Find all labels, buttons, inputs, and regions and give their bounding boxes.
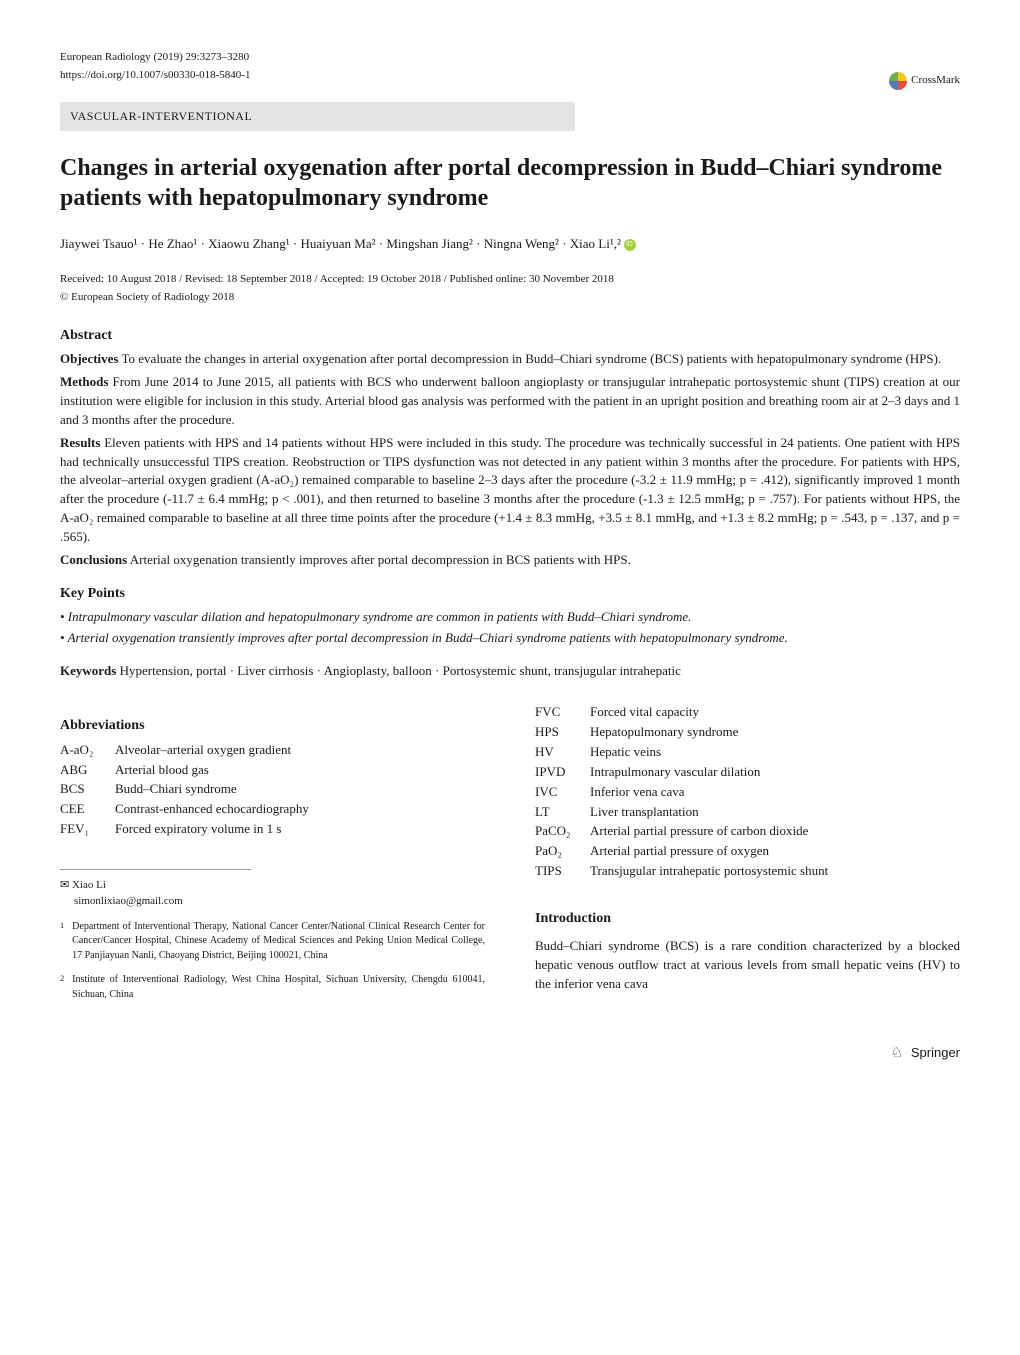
publisher-footer: ♘ Springer xyxy=(60,1042,960,1063)
orcid-icon[interactable] xyxy=(624,239,636,251)
article-title: Changes in arterial oxygenation after po… xyxy=(60,153,960,213)
abbrev-row: TIPSTransjugular intrahepatic portosyste… xyxy=(535,862,960,881)
abstract-heading: Abstract xyxy=(60,326,960,346)
abbreviations-heading: Abbreviations xyxy=(60,716,485,736)
corresp-email[interactable]: simonlixiao@gmail.com xyxy=(74,895,183,907)
authors-text: Jiaywei Tsauo¹ · He Zhao¹ · Xiaowu Zhang… xyxy=(60,236,621,251)
correspondence-block: ✉ Xiao Li simonlixiao@gmail.com xyxy=(60,869,251,910)
abbrev-row: FEV₁Forced expiratory volume in 1 s xyxy=(60,820,485,839)
author-list: Jiaywei Tsauo¹ · He Zhao¹ · Xiaowu Zhang… xyxy=(60,235,960,254)
abbrev-row: ABGArterial blood gas xyxy=(60,761,485,780)
crossmark-label: CrossMark xyxy=(911,73,960,89)
publisher-name: Springer xyxy=(911,1045,960,1060)
springer-icon: ♘ xyxy=(891,1042,904,1062)
keypoints-heading: Key Points xyxy=(60,584,960,604)
results-text: Eleven patients with HPS and 14 patients… xyxy=(60,435,960,544)
crossmark-badge[interactable]: CrossMark xyxy=(889,72,960,90)
results-label: Results xyxy=(60,435,100,450)
abbrev-row: HPSHepatopulmonary syndrome xyxy=(535,723,960,742)
corresp-name: Xiao Li xyxy=(72,879,106,891)
keywords-section: Keywords Hypertension, portal · Liver ci… xyxy=(60,662,960,681)
keywords-text: Hypertension, portal · Liver cirrhosis ·… xyxy=(120,663,681,678)
introduction-text: Budd–Chiari syndrome (BCS) is a rare con… xyxy=(535,937,960,994)
abbrev-right-list: FVCForced vital capacity HPSHepatopulmon… xyxy=(535,703,960,881)
abbrev-row: IVCInferior vena cava xyxy=(535,783,960,802)
journal-reference: European Radiology (2019) 29:3273–3280 xyxy=(60,50,960,66)
keypoints-list: • Intrapulmonary vascular dilation and h… xyxy=(60,608,960,648)
left-column: Abbreviations A-aO₂Alveolar–arterial oxy… xyxy=(60,702,485,1002)
keywords-label: Keywords xyxy=(60,663,116,678)
affil-number: 1 xyxy=(60,920,64,964)
affil-number: 2 xyxy=(60,973,64,1002)
abbrev-row: CEEContrast-enhanced echocardiography xyxy=(60,800,485,819)
conclusions-text: Arterial oxygenation transiently improve… xyxy=(130,552,631,567)
methods-label: Methods xyxy=(60,374,108,389)
conclusions-label: Conclusions xyxy=(60,552,127,567)
abbrev-left-list: A-aO₂Alveolar–arterial oxygen gradient A… xyxy=(60,741,485,839)
objectives-label: Objectives xyxy=(60,351,118,366)
keypoint-item: • Arterial oxygenation transiently impro… xyxy=(60,629,960,648)
doi-line: https://doi.org/10.1007/s00330-018-5840-… xyxy=(60,68,960,84)
affiliation-2: 2 Institute of Interventional Radiology,… xyxy=(60,973,485,1002)
objectives-text: To evaluate the changes in arterial oxyg… xyxy=(122,351,942,366)
abbrev-row: BCSBudd–Chiari syndrome xyxy=(60,780,485,799)
journal-ref-text: European Radiology (2019) 29:3273–3280 xyxy=(60,50,249,66)
abbrev-row: PaCO₂Arterial partial pressure of carbon… xyxy=(535,822,960,841)
crossmark-icon xyxy=(889,72,907,90)
abbrev-row: A-aO₂Alveolar–arterial oxygen gradient xyxy=(60,741,485,760)
envelope-icon: ✉ xyxy=(60,879,69,891)
abstract-section: Abstract Objectives To evaluate the chan… xyxy=(60,326,960,648)
affil-text: Institute of Interventional Radiology, W… xyxy=(72,973,485,1002)
abbrev-row: HVHepatic veins xyxy=(535,743,960,762)
methods-text: From June 2014 to June 2015, all patient… xyxy=(60,374,960,427)
category-band: VASCULAR-INTERVENTIONAL xyxy=(60,102,575,131)
abbrev-row: IPVDIntrapulmonary vascular dilation xyxy=(535,763,960,782)
abbrev-row: PaO₂Arterial partial pressure of oxygen xyxy=(535,842,960,861)
abbrev-row: FVCForced vital capacity xyxy=(535,703,960,722)
introduction-heading: Introduction xyxy=(535,909,960,929)
affiliation-1: 1 Department of Interventional Therapy, … xyxy=(60,920,485,964)
article-dates: Received: 10 August 2018 / Revised: 18 S… xyxy=(60,272,960,288)
right-column: FVCForced vital capacity HPSHepatopulmon… xyxy=(535,702,960,1002)
keypoint-item: • Intrapulmonary vascular dilation and h… xyxy=(60,608,960,627)
copyright-line: © European Society of Radiology 2018 xyxy=(60,290,960,306)
affil-text: Department of Interventional Therapy, Na… xyxy=(72,920,485,964)
abbrev-row: LTLiver transplantation xyxy=(535,803,960,822)
